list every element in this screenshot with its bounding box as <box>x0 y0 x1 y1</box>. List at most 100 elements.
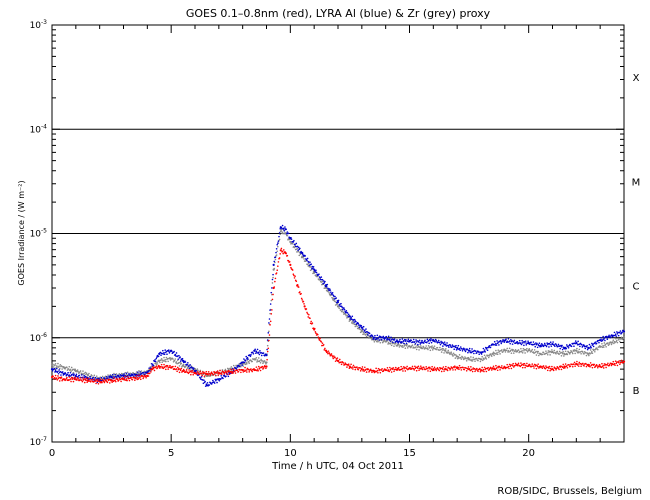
trace-dot <box>525 344 528 346</box>
trace-dot <box>576 360 578 363</box>
trace-dot <box>270 299 273 302</box>
trace-dot <box>579 351 582 353</box>
trace-dot <box>542 351 545 354</box>
trace-dot <box>369 368 372 371</box>
trace-dot <box>88 377 90 380</box>
y-tick-exponent: -5 <box>41 228 47 235</box>
trace-dot <box>303 258 305 260</box>
trace-dot <box>218 372 221 375</box>
trace-dot <box>52 364 54 366</box>
trace-dot <box>114 373 116 376</box>
trace-dot <box>505 338 507 340</box>
trace-dot <box>79 378 81 381</box>
trace-dot <box>290 236 292 239</box>
trace-dot <box>268 318 271 320</box>
trace-dot <box>281 232 283 235</box>
flare-class-labels: B C M X <box>632 73 641 397</box>
trace-dot <box>606 338 609 341</box>
trace-dot <box>421 368 424 371</box>
trace-dot <box>468 347 471 350</box>
trace-dot <box>425 341 428 344</box>
trace-dot <box>72 380 75 383</box>
trace-dot <box>476 358 478 360</box>
trace-dot <box>468 368 471 370</box>
trace-dot <box>151 366 154 368</box>
trace-dot <box>496 340 498 342</box>
trace-dot <box>386 369 388 371</box>
trace-dot <box>357 322 360 325</box>
trace-dot <box>309 322 312 325</box>
trace-dot <box>319 277 321 279</box>
trace-dot <box>536 342 538 345</box>
trace-dot <box>313 327 316 330</box>
trace-dot <box>153 366 155 369</box>
trace-dot <box>245 369 248 371</box>
trace-dot <box>220 372 223 374</box>
trace-dot <box>291 269 294 271</box>
trace-dot <box>390 342 392 344</box>
trace-dot <box>389 366 391 369</box>
trace-dot <box>74 368 77 371</box>
trace-dot <box>483 370 485 373</box>
trace-dot <box>250 359 252 362</box>
trace-dot <box>492 351 495 354</box>
trace-dot <box>150 371 152 373</box>
trace-dot <box>262 352 265 354</box>
trace-dot <box>474 350 477 352</box>
trace-dot <box>305 308 308 310</box>
trace-dot <box>602 346 605 348</box>
trace-dot <box>374 334 376 337</box>
trace-dot <box>351 321 354 323</box>
trace-dot <box>362 325 365 328</box>
trace-dot <box>507 337 510 340</box>
trace-dot <box>215 374 217 377</box>
trace-dot <box>66 376 68 379</box>
trace-dot <box>278 238 281 241</box>
trace-dot <box>431 365 433 368</box>
trace-dot <box>365 368 367 371</box>
trace-dot <box>524 342 526 344</box>
trace-dot <box>163 353 166 356</box>
trace-dot <box>502 350 504 353</box>
trace-dot <box>620 359 623 362</box>
trace-dot <box>58 380 61 382</box>
trace-dot <box>303 303 305 305</box>
trace-dot <box>584 347 587 350</box>
trace-dot <box>216 370 219 372</box>
trace-dot <box>496 366 498 369</box>
trace-dot <box>165 360 167 363</box>
trace-dot <box>561 344 563 347</box>
trace-dot <box>465 357 467 360</box>
trace-dot <box>441 341 444 344</box>
trace-dot <box>66 373 69 376</box>
trace-dot <box>165 364 168 367</box>
trace-dot <box>435 369 438 372</box>
trace-dot <box>447 349 450 352</box>
trace-dot <box>309 269 312 272</box>
data-point <box>229 370 232 374</box>
trace-dot <box>420 365 422 367</box>
trace-dot <box>471 358 473 361</box>
trace-dot <box>330 353 333 355</box>
trace-dot <box>310 266 312 268</box>
trace-dot <box>611 341 614 343</box>
trace-dot <box>414 340 416 343</box>
trace-dot <box>265 367 267 370</box>
trace-dot <box>257 357 260 359</box>
trace-dot <box>394 366 397 369</box>
trace-dot <box>208 384 211 386</box>
trace-dot <box>451 367 454 369</box>
trace-dot <box>488 345 491 347</box>
trace-dot <box>507 341 509 343</box>
trace-dot <box>530 350 533 352</box>
trace-dot <box>585 362 587 365</box>
trace-dot <box>243 361 246 364</box>
trace-dot <box>302 253 304 256</box>
trace-dot <box>335 357 338 360</box>
trace-dot <box>564 353 566 356</box>
trace-dot <box>151 363 154 365</box>
trace-dot <box>315 332 317 335</box>
trace-dot <box>279 253 282 255</box>
trace-dot <box>286 234 289 237</box>
trace-dot <box>438 369 441 372</box>
